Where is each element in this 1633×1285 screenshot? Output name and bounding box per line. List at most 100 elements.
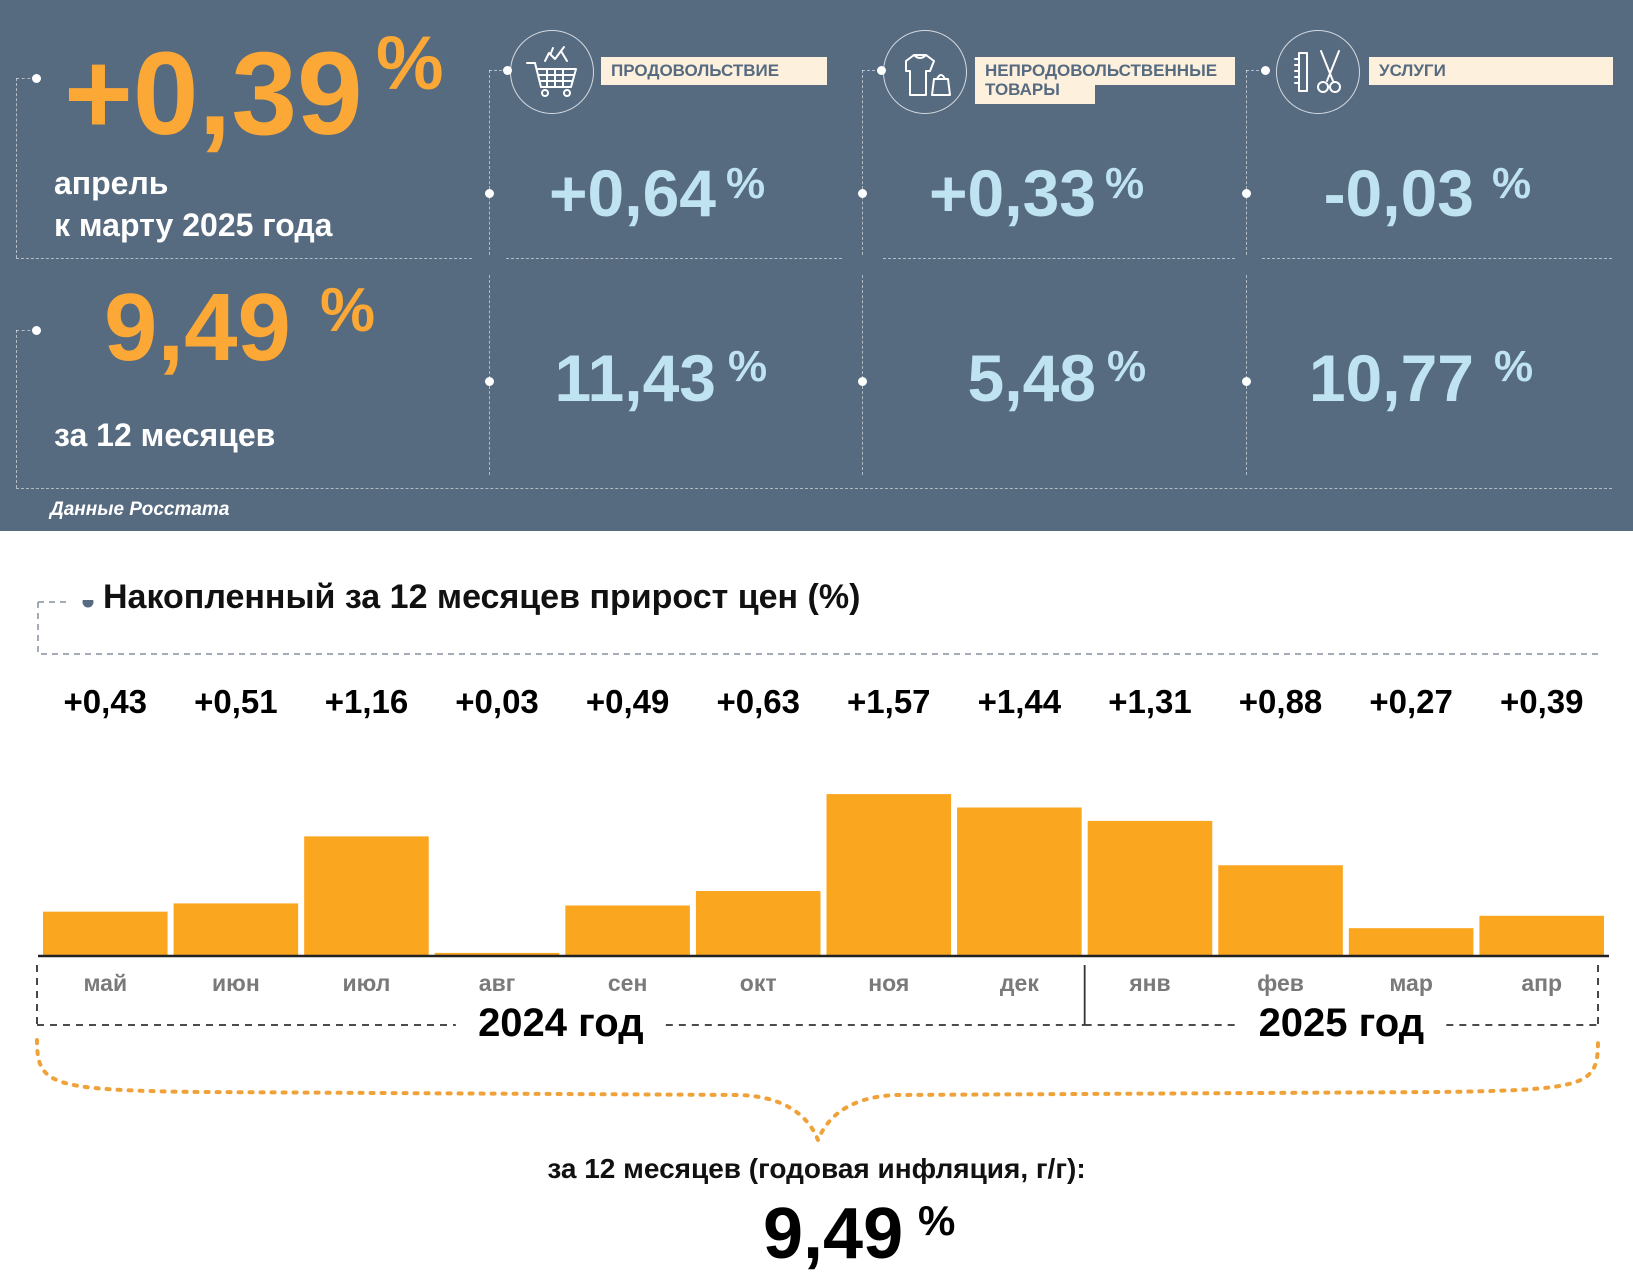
bar-value-label: +1,16 xyxy=(325,683,409,720)
bar xyxy=(695,891,821,956)
bar xyxy=(304,836,429,956)
bar xyxy=(173,903,299,956)
services-annual-percent: % xyxy=(1494,342,1534,391)
inflation-summary-panel: +0,39 % апрель к марту 2025 года 9,49 % … xyxy=(0,0,1633,531)
bar xyxy=(565,905,690,956)
annual-inflation-percent: % xyxy=(320,276,376,345)
month-tick-label: мар xyxy=(1389,970,1433,996)
divider-line xyxy=(883,258,1235,259)
nonfood-monthly-value: +0,33 xyxy=(929,156,1096,230)
bar-value-label: +0,03 xyxy=(455,683,539,720)
annual-brace xyxy=(35,1038,1600,1146)
monthly-inflation-percent: % xyxy=(376,21,444,106)
nonfood-annual-value: 5,48 xyxy=(967,341,1096,415)
monthly-desc-line1: апрель xyxy=(54,165,169,201)
connector-dot xyxy=(858,377,867,386)
nonfood-annual-percent: % xyxy=(1107,342,1147,391)
connector-dot xyxy=(858,189,867,198)
column-divider xyxy=(489,70,490,255)
annual-inflation-total-percent: % xyxy=(918,1197,956,1244)
annual-inflation-value: 9,49 xyxy=(104,274,291,381)
monthly-desc-line2: к марту 2025 года xyxy=(54,207,333,243)
month-tick-label: дек xyxy=(1000,970,1039,996)
month-tick-label: окт xyxy=(740,970,777,996)
services-monthly-value: -0,03 xyxy=(1323,156,1474,230)
connector-line xyxy=(16,78,36,79)
bar xyxy=(1348,928,1474,956)
comb-scissors-icon xyxy=(1276,30,1360,114)
annual-inflation-label: за 12 месяцев (годовая инфляция, г/г): xyxy=(547,1153,1086,1184)
column-divider xyxy=(1246,70,1247,255)
bar-value-label: +0,51 xyxy=(194,683,278,720)
column-divider xyxy=(862,275,863,475)
connector-line xyxy=(16,330,36,331)
divider-line xyxy=(16,258,472,259)
month-tick-label: апр xyxy=(1521,970,1562,996)
category-label-food: ПРОДОВОЛЬСТВИЕ xyxy=(601,57,827,85)
data-source-note: Данные Росстата xyxy=(50,499,230,520)
monthly-inflation-value: +0,39 xyxy=(64,28,363,160)
month-tick-label: июл xyxy=(343,970,391,996)
bar xyxy=(1479,915,1604,956)
bar-value-label: +0,39 xyxy=(1500,683,1584,720)
bar-value-label: +0,27 xyxy=(1369,683,1453,720)
bar-value-label: +0,63 xyxy=(716,683,800,720)
bar xyxy=(957,807,1082,956)
connector-line xyxy=(16,330,17,488)
connector-dot xyxy=(1242,189,1251,198)
annual-inflation-total: 9,49 xyxy=(763,1194,904,1274)
year-label-2025: 2025 год xyxy=(1259,1001,1425,1045)
title-dot xyxy=(82,600,94,608)
month-tick-label: фев xyxy=(1257,970,1304,996)
bar xyxy=(1087,820,1213,956)
connector-dot xyxy=(503,66,512,75)
month-tick-label: май xyxy=(83,970,127,996)
month-tick-label: ноя xyxy=(868,970,909,996)
food-monthly-percent: % xyxy=(726,159,766,208)
shopping-cart-icon xyxy=(510,30,594,114)
bar-value-label: +0,88 xyxy=(1239,683,1323,720)
services-monthly-percent: % xyxy=(1492,159,1532,208)
month-tick-label: авг xyxy=(479,970,516,996)
connector-dot xyxy=(877,66,886,75)
bar-value-label: +1,44 xyxy=(978,683,1062,720)
connector-line xyxy=(489,70,507,71)
divider-line xyxy=(506,258,842,259)
bar xyxy=(43,911,168,956)
divider-line xyxy=(1262,258,1612,259)
bar xyxy=(1218,865,1343,956)
bar xyxy=(826,794,952,956)
bar xyxy=(434,952,560,956)
bar-value-label: +0,49 xyxy=(586,683,670,720)
connector-dot xyxy=(1261,66,1270,75)
divider-line xyxy=(16,488,1612,489)
monthly-inflation-chart: +0,43 май +0,51 июн +1,16 июл +0,03 авг +0,49 сен… xyxy=(35,600,1609,1146)
column-divider xyxy=(862,70,863,255)
title-bracket xyxy=(37,601,1603,655)
annual-desc: за 12 месяцев xyxy=(54,417,276,453)
clothing-bag-icon xyxy=(883,30,967,114)
connector-dot xyxy=(32,326,41,335)
connector-dot xyxy=(32,74,41,83)
bar-value-label: +1,31 xyxy=(1108,683,1192,720)
bar-value-label: +1,57 xyxy=(847,683,931,720)
connector-line xyxy=(16,78,17,258)
food-monthly-value: +0,64 xyxy=(549,156,716,230)
column-divider xyxy=(1246,275,1247,475)
connector-line xyxy=(1246,70,1264,71)
column-divider xyxy=(489,275,490,475)
chart-title: Накопленный за 12 месяцев прирост цен (%… xyxy=(103,578,861,616)
connector-line xyxy=(862,70,880,71)
connector-dot xyxy=(485,189,494,198)
nonfood-monthly-percent: % xyxy=(1105,159,1145,208)
bar-value-label: +0,43 xyxy=(64,683,148,720)
year-label-2024: 2024 год xyxy=(478,1001,644,1045)
food-annual-percent: % xyxy=(728,342,768,391)
month-tick-label: янв xyxy=(1128,970,1170,996)
food-annual-value: 11,43 xyxy=(554,341,716,415)
category-label-services: УСЛУГИ xyxy=(1369,57,1613,85)
connector-dot xyxy=(1242,377,1251,386)
month-tick-label: июн xyxy=(212,970,260,996)
month-tick-label: сен xyxy=(608,970,647,996)
category-label-nonfood-line2: ТОВАРЫ xyxy=(975,80,1095,104)
